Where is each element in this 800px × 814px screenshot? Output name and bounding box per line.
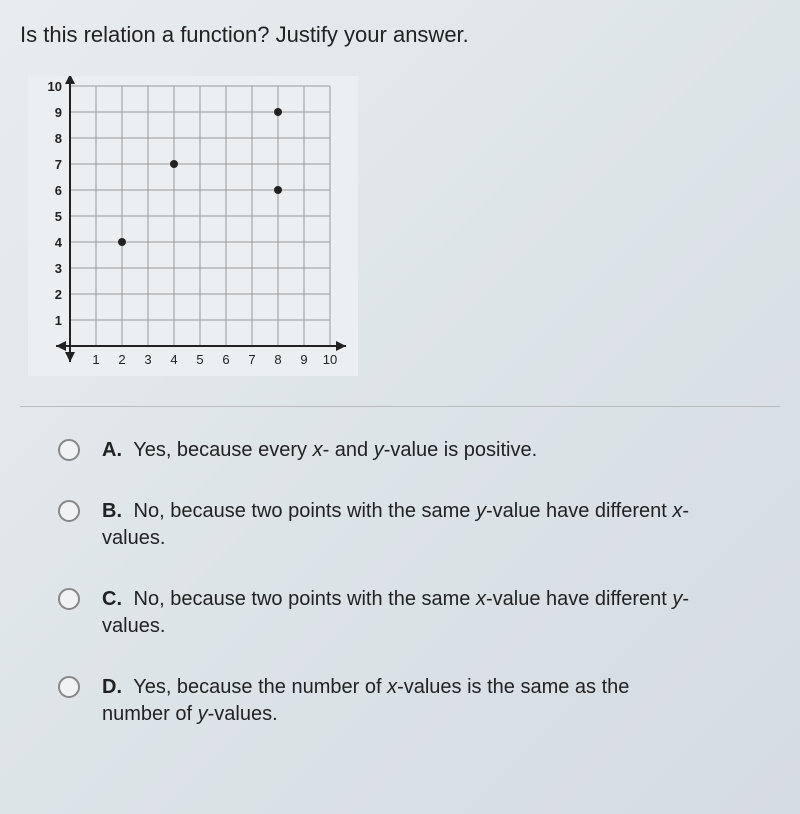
radio-a[interactable] <box>58 439 80 461</box>
svg-text:2: 2 <box>118 352 125 367</box>
svg-text:3: 3 <box>144 352 151 367</box>
divider <box>20 406 780 407</box>
svg-text:10: 10 <box>48 79 62 94</box>
svg-text:9: 9 <box>300 352 307 367</box>
svg-text:2: 2 <box>55 287 62 302</box>
svg-text:5: 5 <box>196 352 203 367</box>
scatter-chart: 1 2 3 4 5 6 7 8 9 10 1 2 3 4 5 6 7 8 9 10 <box>28 76 780 376</box>
svg-text:1: 1 <box>92 352 99 367</box>
svg-text:6: 6 <box>222 352 229 367</box>
option-b[interactable]: B. No, because two points with the same … <box>58 498 780 552</box>
option-d[interactable]: D. Yes, because the number of x-values i… <box>58 674 780 728</box>
svg-text:7: 7 <box>248 352 255 367</box>
option-c[interactable]: C. No, because two points with the same … <box>58 586 780 640</box>
svg-text:3: 3 <box>55 261 62 276</box>
svg-text:6: 6 <box>55 183 62 198</box>
option-text-c: C. No, because two points with the same … <box>102 586 702 640</box>
svg-text:4: 4 <box>55 235 63 250</box>
option-text-d: D. Yes, because the number of x-values i… <box>102 674 702 728</box>
option-a[interactable]: A. Yes, because every x- and y-value is … <box>58 437 780 464</box>
svg-text:5: 5 <box>55 209 62 224</box>
radio-c[interactable] <box>58 588 80 610</box>
svg-text:1: 1 <box>55 313 62 328</box>
radio-d[interactable] <box>58 676 80 698</box>
question-text: Is this relation a function? Justify you… <box>20 22 780 48</box>
svg-text:7: 7 <box>55 157 62 172</box>
radio-b[interactable] <box>58 500 80 522</box>
svg-text:4: 4 <box>170 352 177 367</box>
option-text-a: A. Yes, because every x- and y-value is … <box>102 437 537 464</box>
svg-text:10: 10 <box>323 352 337 367</box>
svg-text:8: 8 <box>55 131 62 146</box>
option-text-b: B. No, because two points with the same … <box>102 498 702 552</box>
svg-text:8: 8 <box>274 352 281 367</box>
svg-text:9: 9 <box>55 105 62 120</box>
